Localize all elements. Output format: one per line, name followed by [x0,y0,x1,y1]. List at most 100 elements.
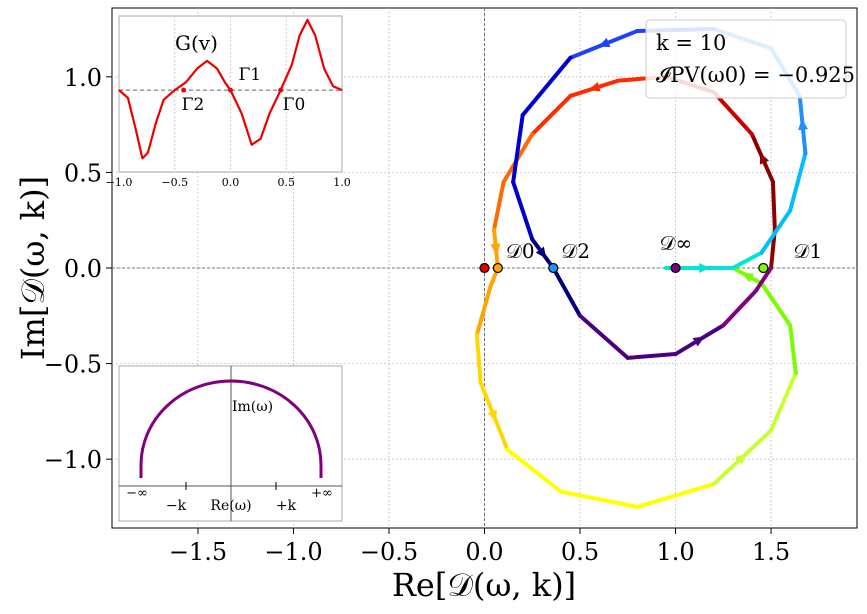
inset-g-xtick-label-3: 0.5 [278,176,296,189]
inset-g-crossing-0 [228,87,233,93]
inset-g-point-1 [127,97,129,99]
inset-g-crossing-1 [181,87,187,93]
contour-arrow-42 [692,336,705,347]
contour-marker-label-1: 𝒟0 [506,239,535,263]
inset-g-point-22 [314,34,316,37]
inset-g-grid [118,16,343,172]
inset-imag-label: Im(ω) [232,399,273,415]
contour-arrow-14 [487,409,497,422]
contour-segment-28 [759,208,793,255]
inset-g-annotation-2: Γ0 [283,95,306,115]
contour-segment-17 [635,482,716,509]
inset-g-point-17 [268,112,271,115]
contour-marker-1 [492,262,503,274]
y-axis-label: Im[𝒟(ω, k)] [14,176,52,360]
inset-g-point-3 [141,157,144,159]
contour-marker-label-2: 𝒟2 [561,239,590,263]
inset-g-plot: Γ1 Γ2 Γ0 G(v) −1.0 −0.5 0.0 0.5 1.0 [106,15,351,189]
main-ytick-label-1: −0.5 [44,351,102,379]
contour-segment-21 [759,281,793,328]
inset-contour-semicircle [139,379,323,478]
inset-g-point-8 [185,81,187,83]
contour-arrow-22 [741,272,754,283]
main-ytick-label-4: 1.0 [64,64,102,92]
contour-markers: 𝒟0 𝒟2 𝒟∞ 𝒟1 [479,231,822,274]
inset-g-title: G(v) [175,31,218,55]
contour-segment-12 [474,285,493,337]
inset-label-minus-k: −k [166,498,187,514]
contour-segment-15 [505,447,563,494]
contour-arrow-34 [598,37,611,48]
inset-g-ticks: −1.0 −0.5 0.0 0.5 1.0 [106,176,351,189]
contour-arrow-18 [735,453,747,465]
inset-g-xtick-label-0: −1.0 [106,176,133,189]
inset-g-crossing-2 [278,87,284,93]
contour-segment-40 [578,313,630,360]
main-xtick-label-3: 0.0 [465,538,503,566]
legend-entry-ipv: 𝓘PV(ω0) = −0.925 [656,63,855,87]
inset-g-point-23 [323,68,325,70]
inset-contour-plot: Im(ω) −∞ −k Re(ω) +k +∞ [118,365,343,522]
main-xtick-label-5: 1.0 [656,538,694,566]
contour-segment-43 [721,288,758,328]
contour-segment-41 [625,352,678,360]
inset-g-point-5 [155,122,157,124]
inset-g-point-25 [341,89,343,91]
inset-g-xtick-label-4: 1.0 [333,176,351,189]
main-xtick-label-6: 1.5 [752,538,790,566]
main-xtick-label-0: −1.5 [169,538,227,566]
inset-g-point-12 [224,81,226,83]
inset-g-xtick-label-1: −0.5 [161,176,188,189]
inset-g-point-19 [291,64,293,66]
inset-g-point-7 [174,89,176,91]
inset-g-point-14 [241,112,243,115]
contour-segment-16 [558,489,640,509]
inset-g-point-21 [306,19,309,21]
contour-arrow-10 [490,243,501,255]
contour-marker-0 [479,262,490,274]
inset-g-point-0 [118,89,120,91]
main-ticks: −1.5 −1.0 −0.5 0.0 0.5 1.0 1.5 −1.0 −0.5 0.0 0.5 1.… [44,64,790,566]
main-xtick-label-2: −0.5 [360,538,418,566]
main-ytick-label-2: 0.0 [64,255,102,283]
main-ytick-label-0: −1.0 [44,446,102,474]
inset-label-plus-k: +k [276,498,297,514]
contour-segment-27 [730,250,764,270]
contour-segment-29 [788,151,808,213]
contour-segment-19 [769,371,798,433]
inset-g-line [118,18,343,160]
contour-segment-36 [511,113,525,184]
contour-segment-7 [530,93,573,137]
contour-segment-39 [551,266,583,318]
contour-segment-20 [788,323,798,376]
main-xtick-label-4: 0.5 [561,538,599,566]
legend-box [645,19,847,99]
inset-g-point-20 [299,34,301,37]
inset-g-point-9 [196,68,198,70]
inset-g-point-16 [260,138,262,140]
main-ytick-label-3: 0.5 [64,159,102,187]
main-xtick-label-1: −1.0 [264,538,322,566]
inset-g-point-4 [147,151,149,154]
legend-entry-k: k = 10 [656,31,726,55]
inset-g-point-11 [216,68,218,70]
contour-marker-2 [548,262,559,274]
inset-g-curve: Γ1 Γ2 Γ0 [118,18,343,160]
contour-segment-44 [753,266,774,293]
inset-g-point-10 [206,60,208,62]
contour-arrow-38 [535,246,547,259]
inset-g-annotation-0: Γ1 [239,65,262,85]
inset-g-annotation-1: Γ2 [182,95,205,115]
contour-segment-35 [520,55,573,118]
contour-segment-9 [492,179,506,232]
legend: k = 10 𝓘PV(ω0) = −0.925 [645,19,855,99]
contour-marker-label-3: 𝒟∞ [660,231,693,255]
contour-arrow-2 [759,152,770,165]
contour-arrow-6 [588,82,601,92]
inset-g-frame [118,15,343,173]
inset-g-point-6 [163,99,165,101]
contour-marker-3 [670,262,681,274]
inset-label-minus-inf: −∞ [126,486,148,501]
contour-marker-label-4: 𝒟1 [793,239,822,263]
